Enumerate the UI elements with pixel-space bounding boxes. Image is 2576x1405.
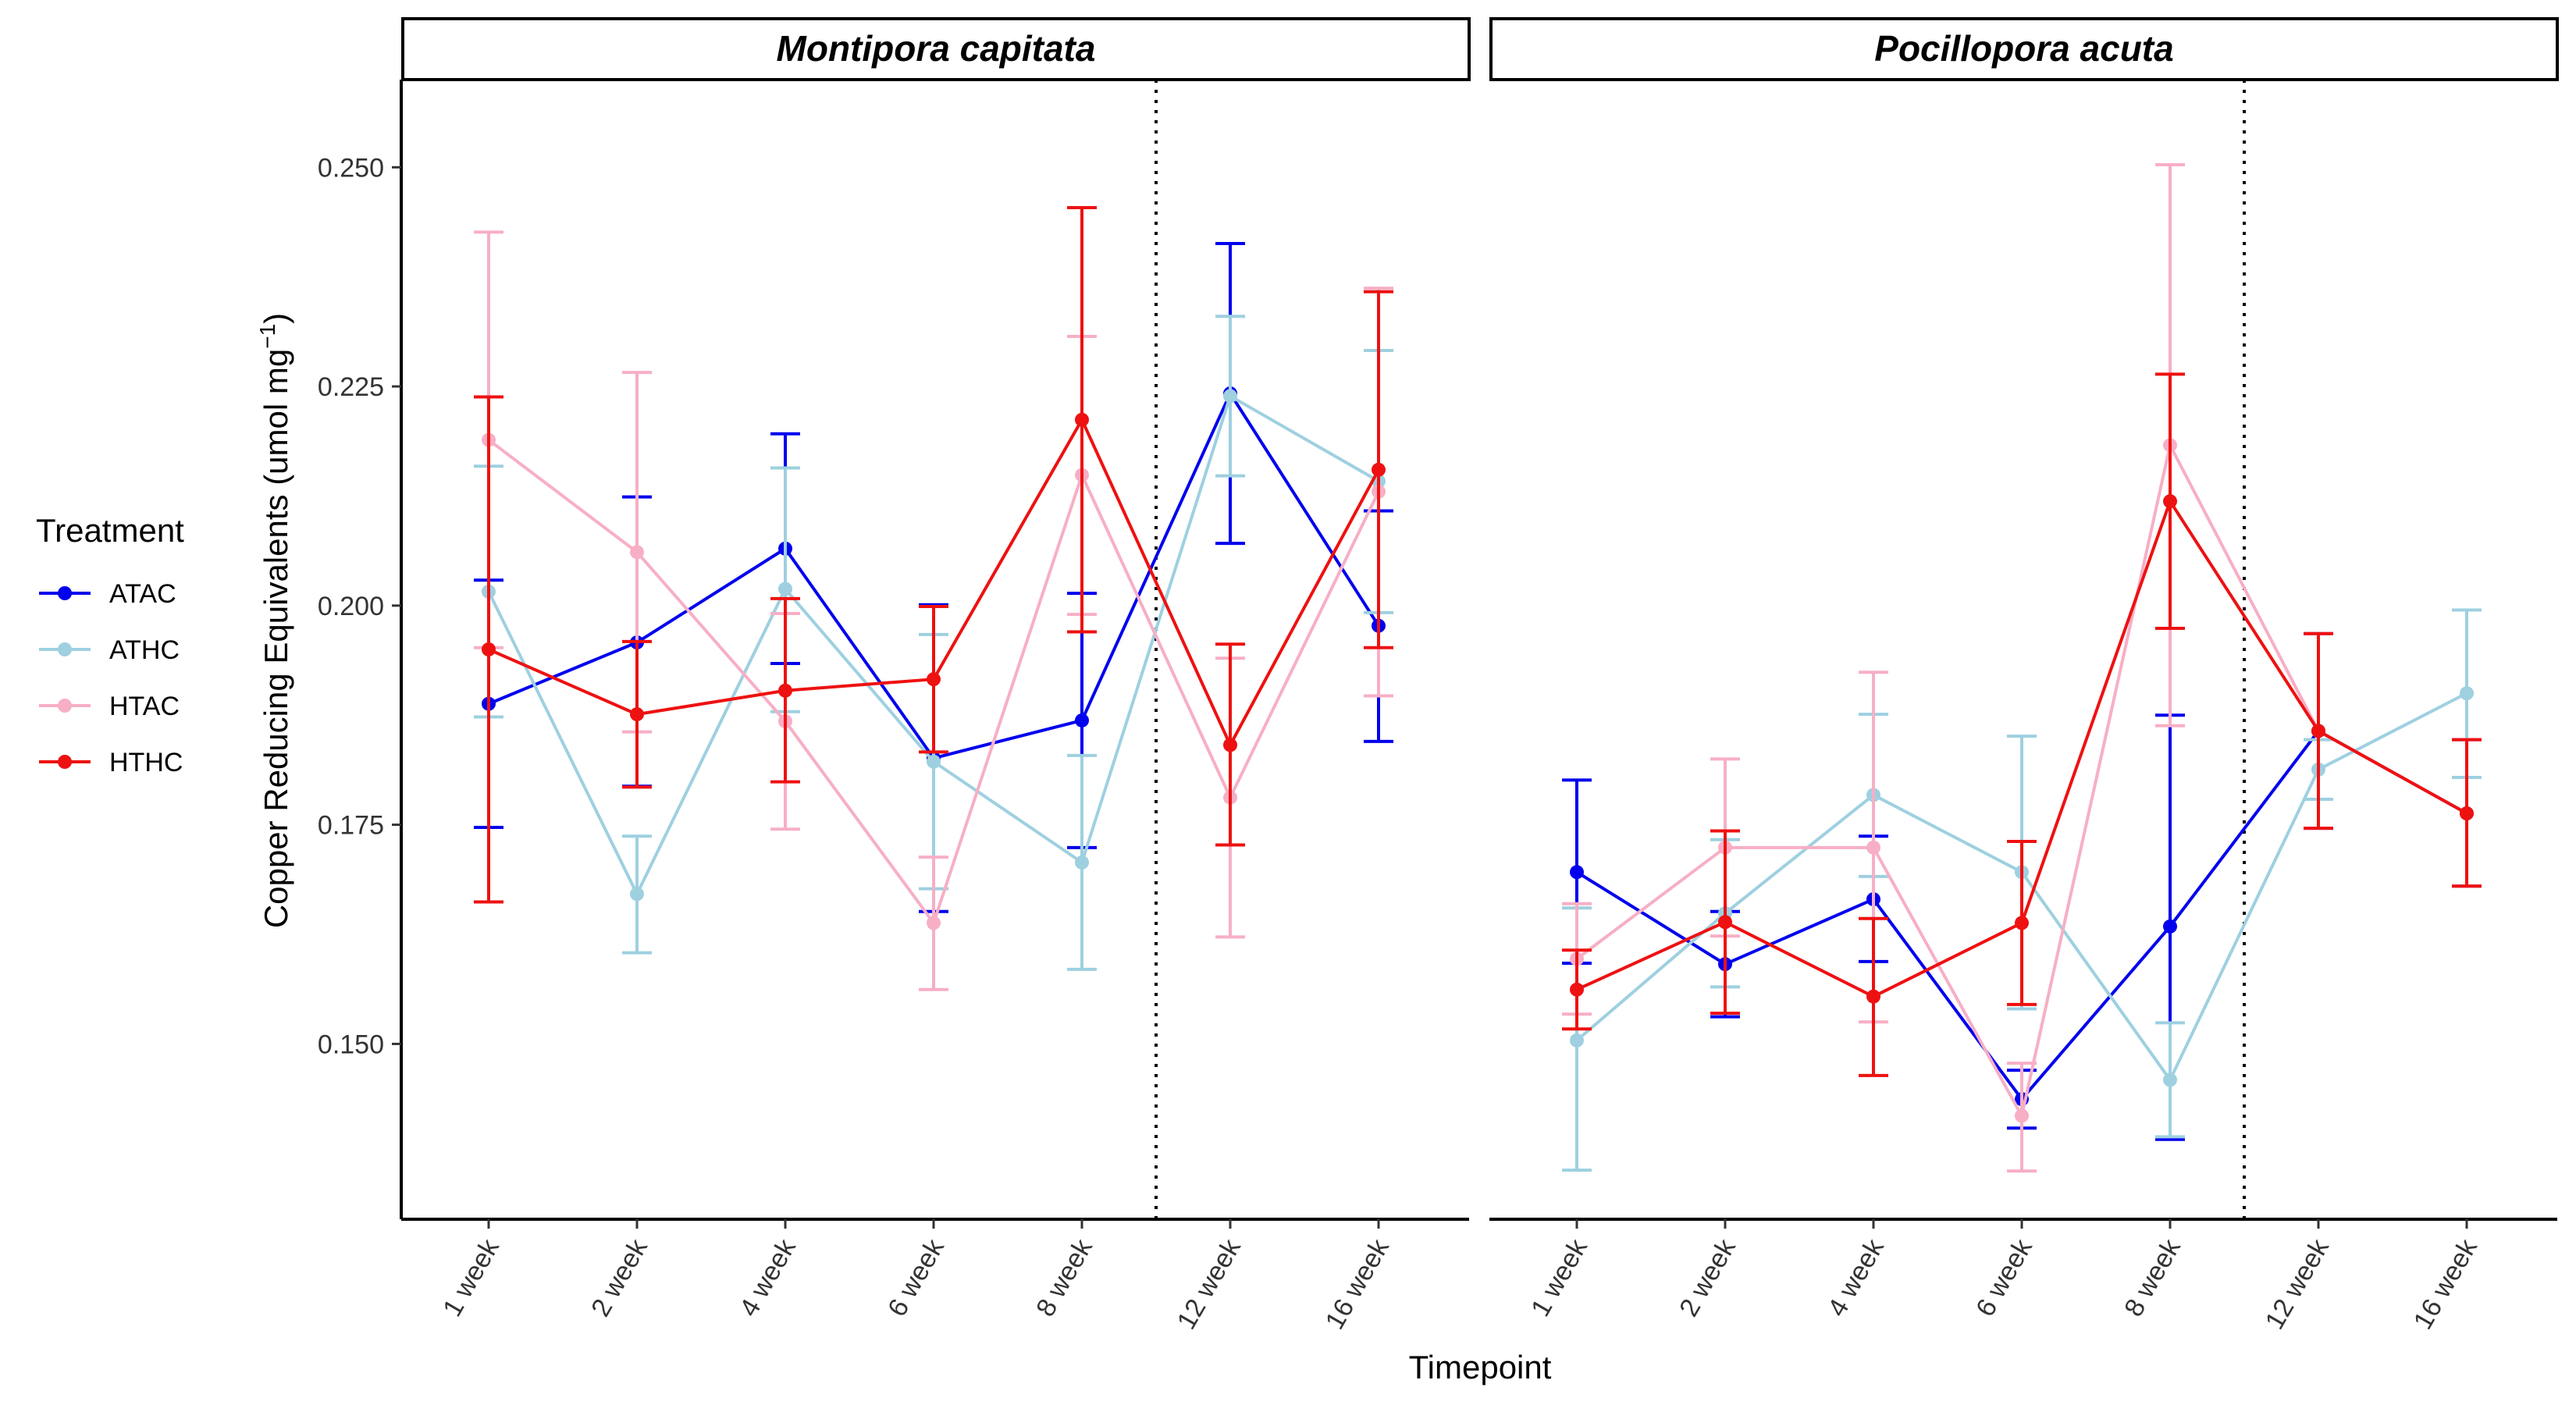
x-tick-label: 6 week [882, 1233, 950, 1321]
legend: Treatment ATAC ATHC HTAC HTHC [36, 512, 184, 777]
data-point [630, 545, 644, 560]
y-tick-label: 0.175 [318, 811, 384, 841]
legend-key-point [58, 699, 72, 713]
data-point [1223, 738, 1237, 752]
data-point [778, 683, 792, 698]
data-point [2460, 686, 2474, 701]
series-hthc [474, 205, 1393, 904]
x-tick-label: 16 week [1320, 1233, 1396, 1335]
y-tick-label: 0.200 [318, 592, 384, 621]
x-tick-label: 2 week [1674, 1233, 1742, 1321]
data-point [2311, 724, 2325, 738]
panel-montipora: 0.150 0.175 0.200 0.225 0.250 1 week 2 week 4 w… [318, 80, 1469, 1335]
x-tick-label: 12 week [1172, 1233, 1247, 1335]
y-axis-title: Copper Reducing Equivalents (umol mg−1) [255, 313, 294, 928]
facet-strip-left: Montipora capitata [401, 17, 1471, 81]
x-axis-title: Timepoint [1409, 1349, 1552, 1385]
x-tick-label: 12 week [2260, 1233, 2336, 1335]
x-tick-label: 8 week [2119, 1233, 2186, 1321]
data-point [1866, 840, 1880, 855]
data-point [630, 707, 644, 722]
x-tick-label: 2 week [585, 1233, 653, 1321]
data-point [1866, 989, 1880, 1004]
legend-title: Treatment [36, 512, 184, 549]
y-tick-label: 0.250 [318, 153, 384, 183]
data-point [927, 754, 941, 769]
legend-key-point [58, 755, 72, 769]
y-tick-label: 0.150 [318, 1030, 384, 1059]
series-htac [1562, 162, 2482, 1173]
x-tick-label: 16 week [2408, 1233, 2484, 1335]
data-point [927, 672, 941, 687]
x-tick-label: 8 week [1030, 1233, 1098, 1321]
data-point [1075, 412, 1089, 427]
data-point [1570, 1033, 1584, 1048]
x-tick-label: 6 week [1970, 1233, 2038, 1321]
data-point [2163, 919, 2177, 934]
data-point [2163, 1072, 2177, 1087]
series-hthc [1562, 372, 2482, 1077]
data-point [1718, 915, 1732, 930]
legend-entry-athc: ATHC [39, 635, 180, 665]
data-point [927, 916, 941, 930]
data-point [1570, 865, 1584, 880]
data-point [1075, 855, 1089, 870]
facet-strip-right: Pocillopora acuta [1489, 17, 2559, 81]
data-point [1372, 462, 1386, 477]
legend-entry-hthc: HTHC [39, 748, 183, 777]
data-point [1570, 982, 1584, 997]
data-point [1223, 389, 1237, 404]
x-tick-label: 1 week [1525, 1233, 1593, 1321]
x-tick-label: 4 week [734, 1233, 802, 1321]
data-point [2460, 806, 2474, 821]
panel-pocillopora: 1 week 2 week 4 week 6 week 8 week 12 week 16 … [1489, 80, 2557, 1335]
facet-title-pocillopora: Pocillopora acuta [1874, 28, 2173, 69]
data-point [2163, 494, 2177, 509]
legend-key-point [58, 586, 72, 600]
legend-key-point [58, 642, 72, 656]
facet-title-montipora: Montipora capitata [777, 28, 1096, 69]
data-point [1075, 713, 1089, 727]
legend-label: HTAC [109, 692, 180, 721]
x-tick-label: 4 week [1822, 1233, 1890, 1321]
data-point [2015, 1108, 2029, 1123]
data-point [630, 887, 644, 902]
legend-label: ATHC [109, 635, 180, 665]
data-point [482, 642, 496, 656]
legend-entry-htac: HTAC [39, 692, 180, 721]
y-tick-label: 0.225 [318, 372, 384, 402]
legend-label: HTHC [109, 748, 183, 777]
legend-entry-atac: ATAC [39, 579, 176, 609]
data-point [778, 582, 792, 596]
legend-label: ATAC [109, 579, 176, 609]
data-point [2015, 916, 2029, 930]
x-tick-label: 1 week [437, 1233, 505, 1321]
